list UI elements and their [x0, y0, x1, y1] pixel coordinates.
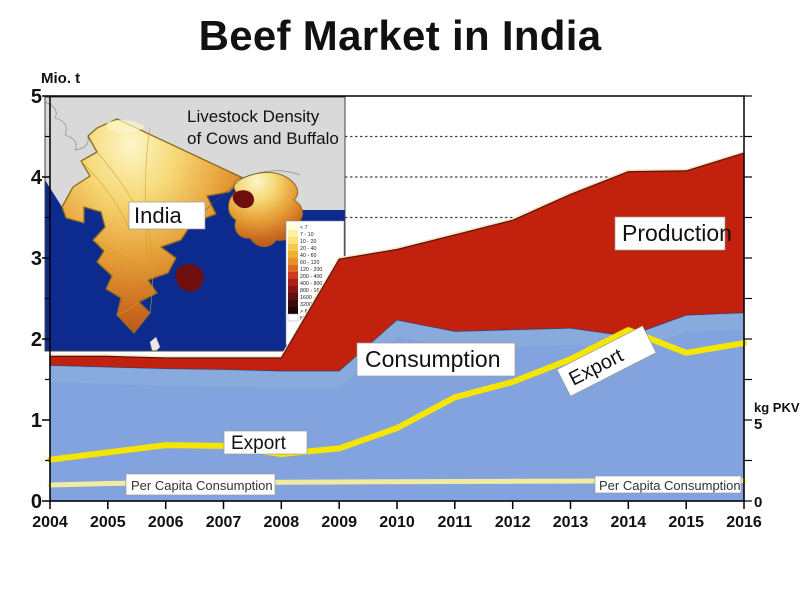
- svg-text:2014: 2014: [611, 514, 647, 531]
- svg-text:1: 1: [31, 410, 42, 432]
- svg-text:3: 3: [31, 248, 42, 270]
- svg-text:of Cows and Buffalo: of Cows and Buffalo: [187, 129, 339, 148]
- svg-text:Consumption: Consumption: [365, 346, 501, 372]
- svg-text:kg PKV: kg PKV: [754, 400, 800, 415]
- svg-text:2013: 2013: [553, 514, 589, 531]
- svg-text:120 - 200: 120 - 200: [300, 267, 322, 273]
- svg-text:4: 4: [31, 167, 43, 189]
- svg-text:2015: 2015: [668, 514, 704, 531]
- svg-text:Production: Production: [622, 220, 732, 246]
- svg-text:Per Capita Consumption: Per Capita Consumption: [599, 478, 741, 493]
- svg-text:10 - 20: 10 - 20: [300, 239, 317, 245]
- svg-text:400 - 800: 400 - 800: [300, 281, 322, 287]
- svg-text:2005: 2005: [90, 514, 126, 531]
- svg-text:7 - 10: 7 - 10: [300, 232, 314, 238]
- svg-text:< 7: < 7: [300, 225, 308, 231]
- svg-text:2011: 2011: [437, 514, 472, 531]
- svg-text:2007: 2007: [206, 514, 242, 531]
- svg-text:2016: 2016: [726, 514, 762, 531]
- svg-text:2008: 2008: [264, 514, 300, 531]
- svg-text:Livestock Density: Livestock Density: [187, 107, 320, 126]
- svg-text:20 - 40: 20 - 40: [300, 246, 317, 252]
- svg-text:Per Capita Consumption: Per Capita Consumption: [131, 478, 273, 493]
- svg-text:40 - 60: 40 - 60: [300, 253, 317, 259]
- svg-text:2010: 2010: [379, 514, 415, 531]
- svg-text:2009: 2009: [321, 514, 357, 531]
- svg-text:200 - 400: 200 - 400: [300, 274, 322, 280]
- svg-text:60 - 120: 60 - 120: [300, 260, 319, 266]
- svg-text:0: 0: [31, 491, 42, 513]
- svg-text:5: 5: [754, 416, 762, 433]
- svg-text:5: 5: [31, 86, 42, 108]
- svg-text:2006: 2006: [148, 514, 184, 531]
- svg-text:0: 0: [754, 494, 762, 511]
- svg-text:2012: 2012: [495, 514, 531, 531]
- svg-text:Export: Export: [231, 433, 287, 454]
- svg-text:Mio. t: Mio. t: [41, 70, 80, 87]
- svg-text:2004: 2004: [32, 514, 68, 531]
- svg-text:India: India: [134, 203, 182, 228]
- svg-text:2: 2: [31, 329, 42, 351]
